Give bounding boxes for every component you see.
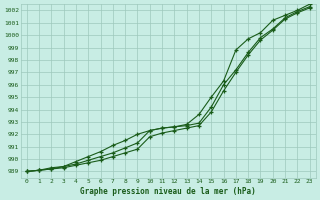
X-axis label: Graphe pression niveau de la mer (hPa): Graphe pression niveau de la mer (hPa)	[80, 187, 256, 196]
